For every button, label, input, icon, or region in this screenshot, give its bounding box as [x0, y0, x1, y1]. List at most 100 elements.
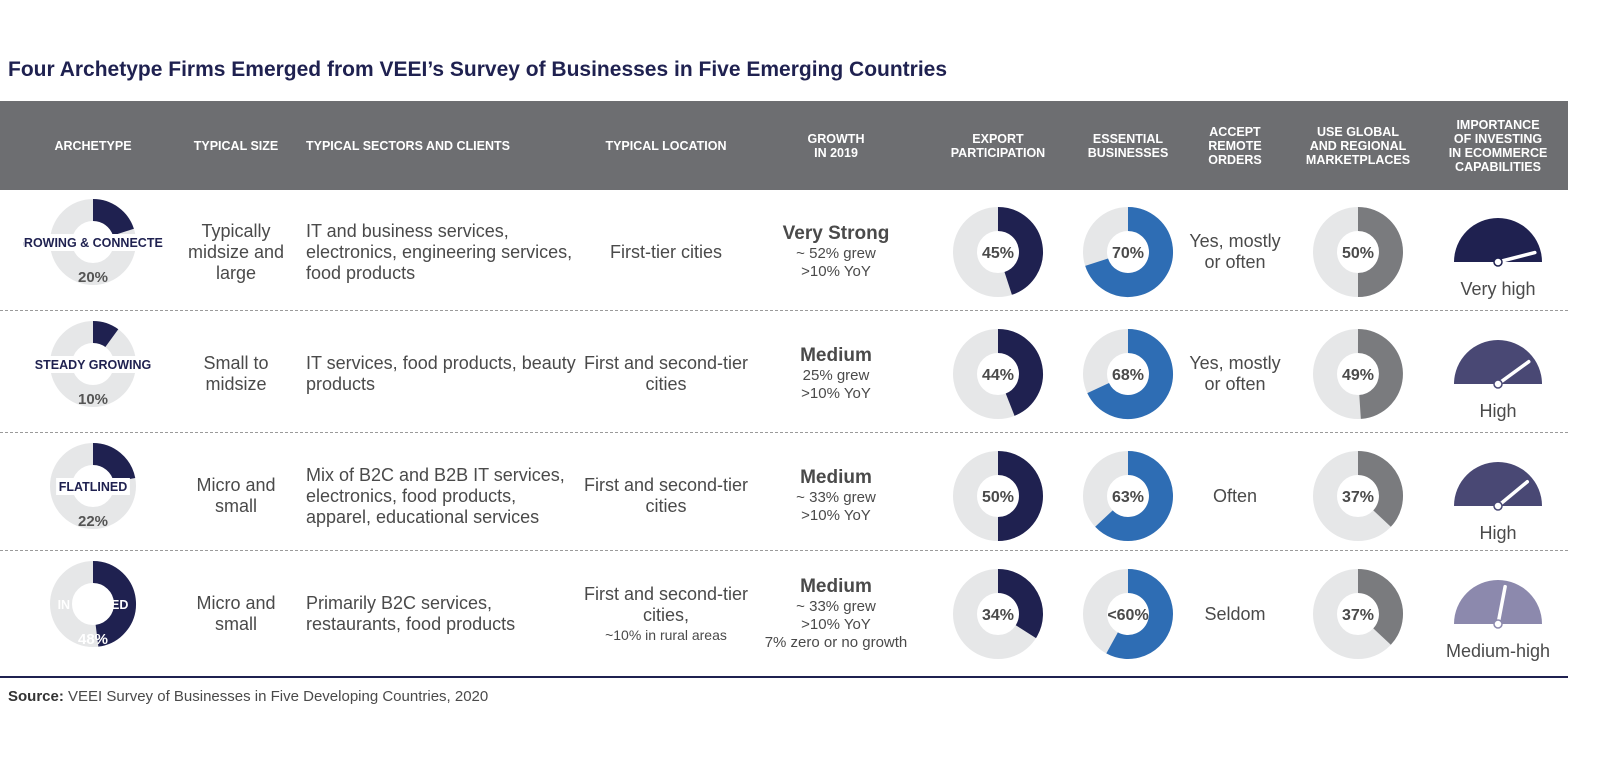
header-export-participation: EXPORT PARTICIPATION	[950, 131, 1046, 160]
typical-location-text: First and second-tier cities,	[583, 584, 749, 625]
typical-size-text: Typically midsize and large	[187, 220, 285, 283]
typical-sectors-cell: IT services, food products, beauty produ…	[306, 313, 576, 435]
marketplace-label: 50%	[1342, 245, 1374, 262]
archetype-share-label: 22%	[78, 513, 108, 530]
accept-remote-text: Yes, mostly or often	[1189, 353, 1281, 394]
marketplace-donut: 49%	[1313, 329, 1403, 419]
marketplace-arc	[1357, 329, 1403, 419]
growth-cell: Medium ~ 33% grew >10% YoY	[756, 435, 916, 557]
typical-size-text: Micro and small	[196, 475, 276, 516]
archetype-share-label: 20%	[78, 269, 108, 286]
essential-arc	[1106, 569, 1173, 659]
accept-remote-cell: Yes, mostly or often	[1183, 191, 1287, 313]
marketplace-cell: 50%	[1298, 191, 1418, 313]
page-title: Four Archetype Firms Emerged from VEEI’s…	[8, 58, 948, 81]
table-row: GROWING & CONNECTED 20% Typically midsize …	[0, 191, 1568, 313]
source-text: VEEI Survey of Businesses in Five Develo…	[63, 688, 489, 705]
essential-cell: 63%	[1068, 435, 1188, 557]
growth-detail: >10% YoY	[801, 507, 871, 524]
table-row: IN THE RED 48% Micro and small Primarily B2…	[0, 553, 1568, 675]
typical-size-cell: Small to midsize	[186, 313, 286, 435]
essential-label: 63%	[1112, 489, 1144, 506]
importance-gauge: Medium-high	[1446, 580, 1550, 661]
export-cell: 34%	[938, 553, 1058, 675]
growth-rating: Very Strong	[782, 223, 890, 244]
gauge-dome	[1454, 580, 1542, 624]
export-cell: 44%	[938, 313, 1058, 435]
typical-location-text: First and second-tier cities	[583, 475, 749, 516]
growth-cell: Medium 25% grew >10% YoY	[756, 313, 916, 435]
growth-wrap: Very Strong ~ 52% grew >10% YoY	[783, 223, 890, 281]
gauge-needle	[1496, 250, 1537, 264]
table-header: ARCHETYPE TYPICAL SIZE TYPICAL SECTORS AND…	[0, 101, 1568, 190]
growth-wrap: Medium 25% grew >10% YoY	[800, 345, 872, 403]
essential-label: 70%	[1112, 245, 1144, 262]
archetype-name: IN THE RED	[58, 598, 129, 612]
essential-donut: <60%	[1083, 569, 1173, 659]
gauge-dome	[1454, 462, 1542, 506]
header-archetype: ARCHETYPE	[54, 138, 132, 153]
archetype-cell: GROWING & CONNECTED 20%	[0, 191, 186, 313]
marketplace-label: 37%	[1342, 607, 1374, 624]
typical-location-cell: First-tier cities	[576, 191, 756, 313]
gauge-dome	[1454, 218, 1542, 262]
typical-size-text: Small to midsize	[203, 353, 269, 394]
growth-detail: >10% YoY	[801, 616, 871, 633]
header-essential-businesses: ESSENTIAL BUSINESSES	[1087, 131, 1169, 160]
export-donut: 45%	[953, 207, 1043, 297]
typical-size-text: Micro and small	[196, 593, 276, 634]
archetype-name-backing	[56, 478, 130, 495]
marketplace-donut: 37%	[1313, 569, 1403, 659]
accept-remote-cell: Yes, mostly or often	[1183, 313, 1287, 435]
archetype-share-arc	[92, 561, 136, 647]
growth-detail: >10% YoY	[801, 263, 871, 280]
typical-sectors-cell: Primarily B2C services, restaurants, foo…	[306, 553, 576, 675]
growth-detail: >10% YoY	[801, 385, 871, 402]
export-cell: 45%	[938, 191, 1058, 313]
essential-label: 68%	[1112, 367, 1144, 384]
typical-size-cell: Micro and small	[186, 553, 286, 675]
marketplace-label: 49%	[1342, 367, 1374, 384]
marketplace-donut: 50%	[1313, 207, 1403, 297]
header-typical-location: TYPICAL LOCATION	[605, 138, 727, 153]
growth-wrap: Medium ~ 33% grew >10% YoY 7% zero or no gr…	[765, 576, 908, 652]
marketplace-cell: 37%	[1298, 553, 1418, 675]
archetype-share-donut: IN THE RED 48%	[50, 561, 136, 648]
importance-cell: Medium-high	[1438, 553, 1558, 675]
archetype-cell: IN THE RED 48%	[0, 553, 186, 675]
export-arc	[997, 451, 1043, 541]
archetype-name-backing	[35, 356, 151, 373]
typical-sectors-text: Primarily B2C services, restaurants, foo…	[306, 593, 516, 634]
gauge-needle	[1496, 359, 1531, 386]
gauge-label: Very high	[1460, 279, 1535, 299]
export-label: 45%	[982, 245, 1014, 262]
archetype-cell: STEADY GROWING 10%	[0, 313, 186, 435]
gauge-hub	[1493, 619, 1503, 629]
location-wrap: First and second-tier cities, ~10% in rur…	[576, 584, 756, 644]
gauge-label: High	[1479, 523, 1516, 543]
marketplace-cell: 37%	[1298, 435, 1418, 557]
location-wrap: First and second-tier cities	[576, 353, 756, 395]
growth-detail: 7% zero or no growth	[764, 634, 908, 651]
essential-arc	[1085, 207, 1173, 297]
export-label: 44%	[982, 367, 1014, 384]
gauge-needle	[1496, 480, 1530, 508]
typical-location-note: ~10% in rural areas	[605, 627, 727, 643]
bottom-rule	[0, 676, 1568, 678]
archetype-share-arc	[92, 443, 136, 483]
table-row: FLATLINED 22% Micro and small Mix of B2C an…	[0, 435, 1568, 557]
export-donut: 44%	[953, 329, 1043, 419]
essential-cell: 70%	[1068, 191, 1188, 313]
row-divider	[0, 432, 1568, 433]
importance-cell: High	[1438, 313, 1558, 435]
typical-size-cell: Typically midsize and large	[186, 191, 286, 313]
marketplace-arc	[1357, 451, 1403, 527]
marketplace-label: 37%	[1342, 489, 1374, 506]
marketplace-donut: 37%	[1313, 451, 1403, 541]
header-typical-size: TYPICAL SIZE	[193, 138, 279, 153]
accept-remote-text: Yes, mostly or often	[1189, 231, 1281, 272]
marketplace-arc	[1357, 569, 1403, 645]
source-note: Source: VEEI Survey of Businesses in Fiv…	[8, 688, 488, 705]
archetype-share-label: 48%	[78, 631, 108, 648]
gauge-needle	[1496, 584, 1507, 626]
